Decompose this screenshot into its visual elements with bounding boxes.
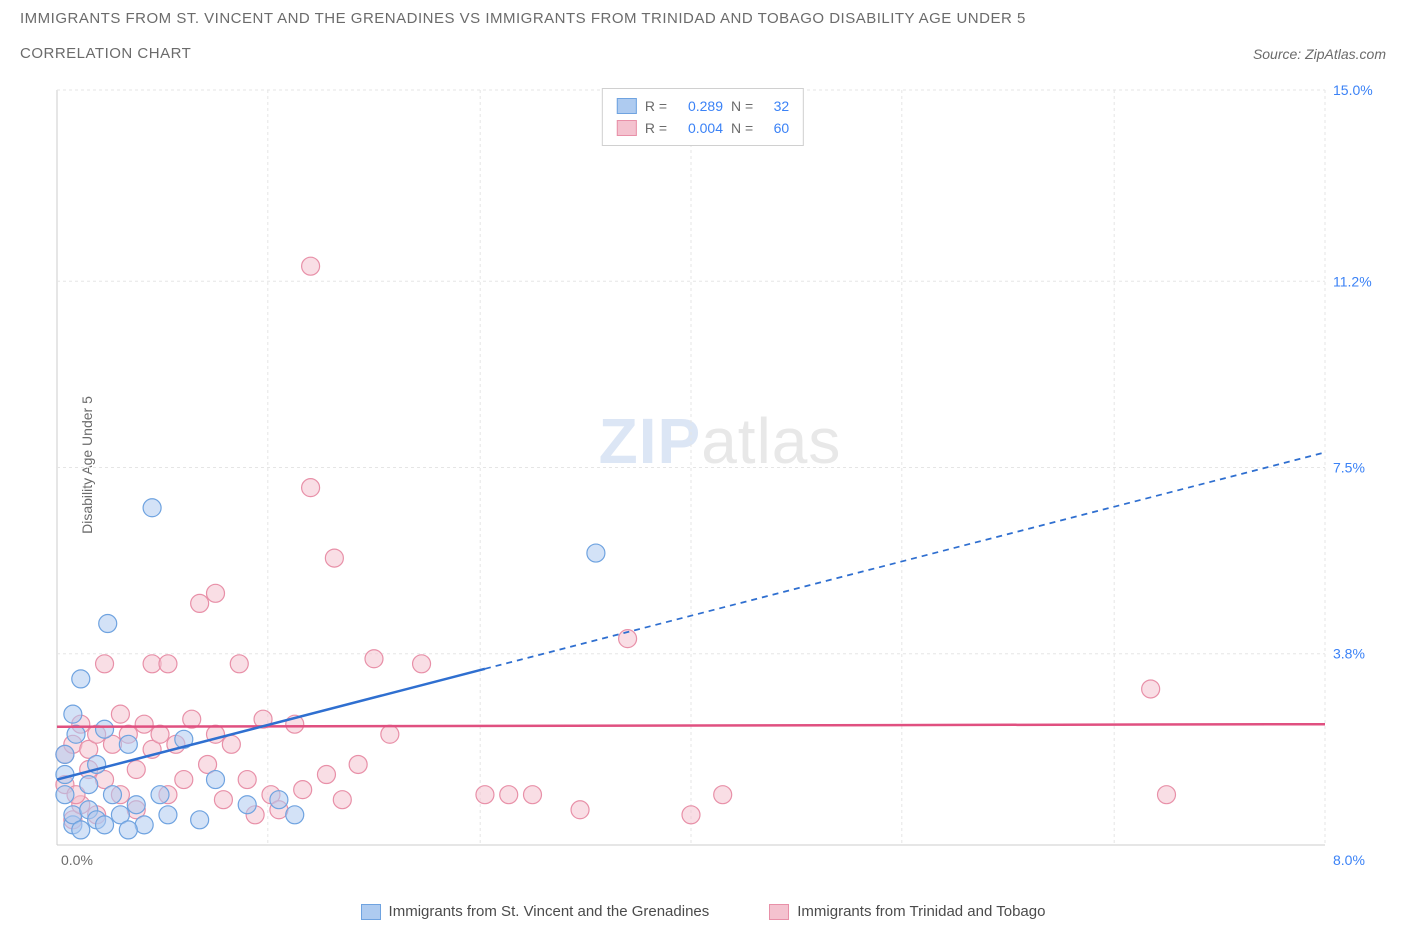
subtitle-row: CORRELATION CHART Source: ZipAtlas.com [20, 45, 1386, 62]
legend-r-label: R = [645, 117, 667, 139]
legend-n-label: N = [731, 117, 753, 139]
legend-swatch-icon [617, 120, 637, 136]
svg-text:7.5%: 7.5% [1333, 460, 1365, 476]
legend-r-label: R = [645, 95, 667, 117]
bottom-legend: Immigrants from St. Vincent and the Gren… [0, 903, 1406, 920]
svg-text:15.0%: 15.0% [1333, 85, 1373, 98]
svg-text:11.2%: 11.2% [1333, 273, 1372, 289]
legend-r-value: 0.289 [675, 95, 723, 117]
legend-n-value: 32 [761, 95, 789, 117]
legend-r-value: 0.004 [675, 117, 723, 139]
svg-text:0.0%: 0.0% [61, 852, 93, 868]
source-label: Source: ZipAtlas.com [1253, 46, 1386, 62]
bottom-legend-label: Immigrants from Trinidad and Tobago [797, 903, 1045, 920]
bottom-legend-label: Immigrants from St. Vincent and the Gren… [389, 903, 710, 920]
chart-subtitle: CORRELATION CHART [20, 45, 191, 62]
legend-swatch-icon [361, 904, 381, 920]
legend-swatch-icon [617, 98, 637, 114]
legend-n-label: N = [731, 95, 753, 117]
legend-row-series-2: R = 0.004 N = 60 [617, 117, 789, 139]
chart-plot-area: ZIPatlas 3.8%7.5%11.2%15.0%0.0%8.0% [55, 85, 1385, 875]
svg-text:3.8%: 3.8% [1333, 646, 1365, 662]
legend-row-series-1: R = 0.289 N = 32 [617, 95, 789, 117]
chart-title: IMMIGRANTS FROM ST. VINCENT AND THE GREN… [20, 10, 1386, 27]
legend-n-value: 60 [761, 117, 789, 139]
legend-swatch-icon [769, 904, 789, 920]
bottom-legend-item-1: Immigrants from St. Vincent and the Gren… [361, 903, 710, 920]
bottom-legend-item-2: Immigrants from Trinidad and Tobago [769, 903, 1045, 920]
svg-text:8.0%: 8.0% [1333, 852, 1365, 868]
legend-box: R = 0.289 N = 32 R = 0.004 N = 60 [602, 88, 804, 146]
chart-svg: 3.8% 7.5% 11.2% 15.0% 0.0% 8.0% [55, 85, 1385, 875]
